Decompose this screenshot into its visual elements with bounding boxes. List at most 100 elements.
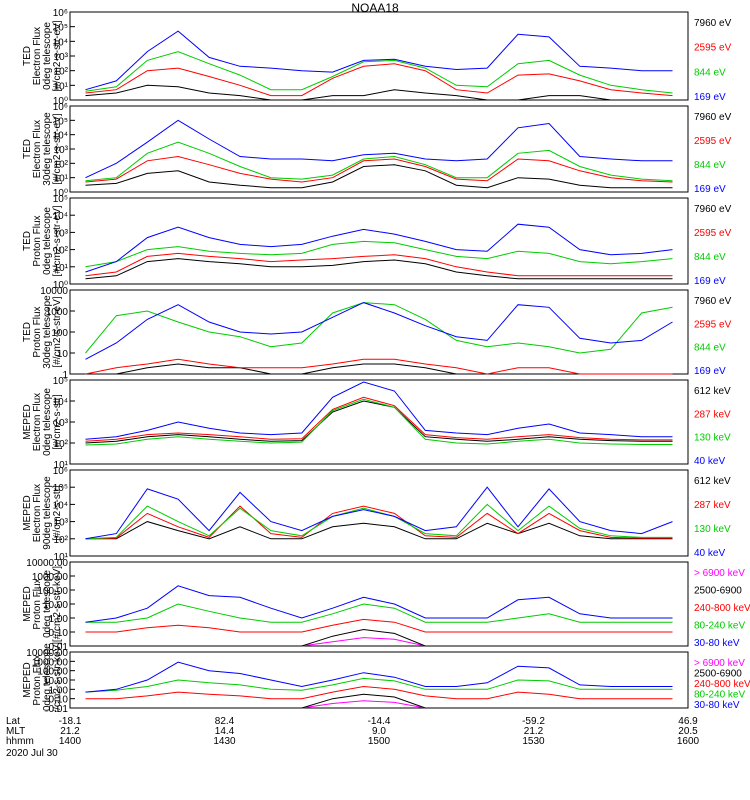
series-line	[85, 240, 673, 268]
y-tick-label: 1.00	[49, 685, 69, 696]
legend-entry: 2595 eV	[694, 136, 732, 147]
y-axis-label: [#/cm2-s-str-eV]	[52, 113, 63, 184]
legend-entry: 2595 eV	[694, 228, 732, 239]
y-tick-label: 10³	[54, 52, 69, 63]
series-line	[85, 358, 673, 375]
y-tick-label: 10.00	[43, 676, 68, 687]
y-tick-label: 10¹	[54, 552, 69, 563]
panel-frame	[69, 197, 689, 285]
y-tick-label: 1000.00	[32, 572, 69, 583]
legend-entry: 844 eV	[694, 343, 726, 354]
y-tick-label: 10²	[54, 159, 69, 170]
y-tick-label: 10²	[54, 535, 69, 546]
panel-6: 10¹ 10² 10³ 10⁴ 10⁵ 10⁶ MEPED Electron Flux 90de…	[22, 466, 731, 563]
y-tick-label: 10²	[54, 67, 69, 78]
legend-entry: 240-800 keV	[694, 679, 750, 690]
axis-tick-label: 1530	[522, 736, 545, 747]
y-tick-label: 10³	[54, 228, 69, 239]
y-axis-label: 30deg telescope	[42, 295, 53, 369]
series-line	[85, 252, 673, 277]
y-axis-label: [#/cm2-s-str-keV]	[52, 566, 63, 642]
legend-entry: 844 eV	[694, 67, 726, 78]
axis-tick-label: 20.5	[678, 726, 698, 737]
y-tick-label: 10000.00	[26, 558, 68, 569]
y-axis-label: 0deg telescope	[42, 388, 53, 456]
panel-8: 0.010.101.0010.00100.001000.0010000.00ME…	[22, 642, 750, 712]
legend-entry: 169 eV	[694, 276, 726, 287]
y-tick-label: 10.00	[43, 600, 68, 611]
series-line	[85, 398, 673, 446]
axis-row-label: Lat	[6, 716, 20, 727]
y-axis-label: Proton Flux	[32, 306, 43, 357]
axis-tick-label: 21.2	[524, 726, 544, 737]
y-tick-label: 1000	[46, 307, 69, 318]
legend-entry: 287 keV	[694, 409, 731, 420]
legend-entry: 844 eV	[694, 252, 726, 263]
y-tick-label: 10⁰	[53, 280, 68, 291]
series-line	[85, 628, 673, 647]
series-line	[85, 155, 673, 183]
panel-4: 1 10 100 1000 10000 TED Proton Flux 30deg teles…	[22, 286, 732, 381]
series-line	[85, 119, 673, 179]
legend-entry: > 6900 keV	[694, 658, 745, 669]
y-tick-label: 10⁴	[53, 131, 68, 142]
y-axis-label: Electron Flux	[32, 120, 43, 178]
panel-1: 10⁰ 10¹ 10² 10³ 10⁴ 10⁵ 10⁶ TED Electron Flux 0de…	[22, 8, 732, 107]
series-line	[85, 505, 673, 540]
legend-entry: 7960 eV	[694, 18, 732, 29]
y-axis-label: [#/cm2-s-str-eV]	[52, 205, 63, 276]
axis-tick-label: 1400	[59, 736, 82, 747]
axis-tick-label: 82.4	[215, 716, 235, 727]
y-tick-label: 0.10	[49, 628, 69, 639]
legend-entry: 612 keV	[694, 386, 731, 397]
y-tick-label: 10¹	[54, 263, 69, 274]
legend-entry: 169 eV	[694, 92, 726, 103]
series-line	[85, 661, 673, 693]
series-line	[85, 51, 673, 94]
y-tick-label: 10⁴	[53, 37, 68, 48]
panel-frame	[69, 105, 689, 193]
legend-entry: 169 eV	[694, 184, 726, 195]
legend-entry: 7960 eV	[694, 112, 732, 123]
y-tick-label: 10⁵	[53, 483, 68, 494]
series-line	[85, 164, 673, 189]
series-line	[85, 585, 673, 623]
y-axis-label: 0deg telescope	[42, 570, 53, 638]
series-line	[85, 618, 673, 633]
series-line	[85, 603, 673, 623]
legend-entry: 169 eV	[694, 366, 726, 377]
y-axis-label: 0deg telescope	[42, 22, 53, 90]
series-line	[85, 141, 673, 182]
series-line	[85, 677, 673, 693]
y-axis-label: MEPED	[22, 662, 33, 698]
series-line	[85, 30, 673, 91]
y-axis-label: TED	[22, 231, 33, 251]
y-tick-label: 100.00	[37, 667, 68, 678]
y-axis-label: [#/cm2-s-str]	[52, 485, 63, 541]
series-line	[85, 223, 673, 273]
legend-entry: 287 keV	[694, 500, 731, 511]
legend-entry: 844 eV	[694, 160, 726, 171]
series-line	[85, 637, 673, 647]
panel-5: 10¹ 10² 10³ 10⁴ 10⁵ MEPED Electron Flux 0deg te…	[22, 376, 731, 471]
series-line	[85, 258, 673, 280]
y-axis-label: 30deg telescope	[42, 112, 53, 186]
panel-3: 10⁰ 10¹ 10² 10³ 10⁴ 10⁵ TED Proton Flux 0deg tel…	[22, 194, 732, 291]
axis-tick-label: 1430	[213, 736, 236, 747]
y-axis-label: Proton Flux	[32, 215, 43, 266]
y-tick-label: 0.10	[49, 695, 69, 706]
y-tick-label: 10⁴	[53, 397, 68, 408]
legend-entry: > 6900 keV	[694, 568, 745, 579]
series-line	[85, 396, 673, 442]
panel-frame	[69, 469, 689, 557]
series-line	[85, 302, 673, 354]
y-tick-label: 10⁵	[53, 194, 68, 205]
y-tick-label: 10⁶	[53, 8, 68, 19]
legend-entry: 7960 eV	[694, 296, 732, 307]
y-axis-label: TED	[22, 139, 33, 159]
legend-entry: 30-80 keV	[694, 700, 740, 711]
legend-entry: 2595 eV	[694, 319, 732, 330]
y-tick-label: 1.00	[49, 614, 69, 625]
legend-entry: 2595 eV	[694, 43, 732, 54]
